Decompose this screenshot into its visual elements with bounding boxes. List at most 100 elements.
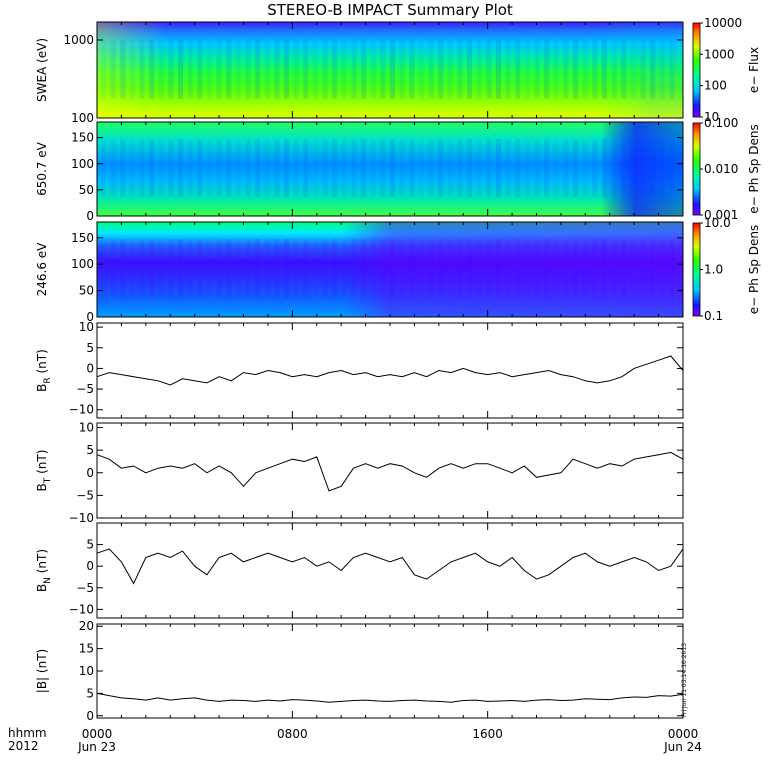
spectrogram-streak (601, 239, 607, 298)
x-tick-label: 1600 (472, 727, 503, 741)
x-tick-date-label: Jun 24 (663, 740, 702, 754)
spectrogram-streak (573, 239, 578, 298)
spectrogram-streak (630, 39, 636, 99)
spectrogram-streak (380, 138, 386, 198)
spectrogram-streak (245, 138, 251, 198)
spectrogram-overlay (97, 222, 683, 317)
spectrogram-streak (120, 138, 126, 198)
spectrogram-streak (129, 138, 135, 198)
spectrogram-streak (101, 138, 106, 198)
spectrogram-streak (496, 239, 501, 298)
spectrogram-streak (158, 39, 164, 99)
panel-5: −10 −5 0 5 10 BT (nT) (35, 421, 684, 525)
spectrogram-streak (178, 239, 184, 298)
y-tick-label: 5 (86, 686, 94, 700)
panel-3: 0.1 1.0 10.0 e− Ph Sp Dens 0 50 100 150 246.6 eV (35, 216, 761, 324)
spectrogram-streak (659, 239, 665, 298)
spectrogram-streak (245, 239, 251, 298)
spectrogram-streak (370, 39, 376, 99)
spectrogram-streak (120, 239, 126, 298)
spectrogram-streak (553, 138, 559, 198)
spectrogram-streak (592, 239, 598, 298)
spectrogram-streak (149, 39, 155, 99)
panel-6: −10 −5 0 5 BN (nT) (35, 522, 684, 619)
y-tick-label: 10 (79, 421, 94, 435)
spectrogram-streak (486, 39, 492, 99)
spectrogram-streak (187, 39, 193, 99)
spectrogram-streak (284, 138, 289, 198)
spectrogram-streak (630, 138, 636, 198)
spectrogram-streak (255, 239, 261, 298)
spectrogram-streak (129, 39, 135, 99)
x-tick-label: 0000 (82, 727, 113, 741)
spectrogram-streak (255, 138, 261, 198)
spectrogram-streak (650, 39, 656, 99)
spectrogram-streak (601, 138, 607, 198)
y-tick-label: 0 (86, 709, 94, 723)
y-tick-label: 100 (71, 111, 94, 125)
spectrogram-overlay (97, 122, 683, 216)
colorbar-tick-label: 10 (704, 110, 719, 124)
spectrogram-streak (553, 239, 559, 298)
spectrogram-streak (274, 239, 280, 298)
spectrogram-streak (669, 39, 675, 99)
panel-7: 0 5 10 15 20 |B| (nT) (35, 619, 684, 723)
spectrogram-streak (101, 39, 106, 99)
y-tick-label: 150 (71, 231, 94, 245)
spectrogram-streak (226, 138, 232, 198)
spectrogram-streak (399, 39, 405, 99)
spectrogram-streak (573, 39, 578, 99)
colorbar-tick-label: 1000 (704, 47, 735, 61)
spectrogram-streak (110, 138, 116, 198)
spectrogram-streak (621, 39, 627, 99)
spectrogram-streak (303, 239, 309, 298)
spectrogram-streak (149, 239, 155, 298)
colorbar (692, 222, 701, 317)
spectrogram-streak (110, 39, 116, 99)
spectrogram-streak (582, 138, 588, 198)
spectrogram-streak (390, 239, 395, 298)
spectrogram-streak (582, 239, 588, 298)
y-tick-label: 1000 (63, 33, 94, 47)
spectrogram-streak (428, 138, 434, 198)
spectrogram-streak (544, 138, 550, 198)
y-tick-label: 5 (86, 341, 94, 355)
spectrogram-streak (669, 138, 675, 198)
spectrogram-streak (341, 39, 347, 99)
y-tick-label: −10 (69, 403, 94, 417)
spectrogram-streak (390, 138, 395, 198)
spectrogram-streak (563, 39, 569, 99)
spectrogram-streak (467, 39, 473, 99)
spectrogram-streak (447, 239, 453, 298)
spectrogram-streak (505, 239, 511, 298)
spectrogram-streak (370, 138, 376, 198)
spectrogram-streak (264, 138, 270, 198)
spectrogram-streak (630, 239, 636, 298)
spectrogram-streak (390, 39, 395, 99)
y-tick-label: 5 (86, 443, 94, 457)
spectrogram-streak (312, 239, 318, 298)
spectrogram-streak (534, 39, 540, 99)
spectrogram-streak (659, 39, 665, 99)
spectrogram-streak (361, 239, 367, 298)
spectrogram-streak (601, 39, 607, 99)
spectrogram-streak (168, 39, 174, 99)
y-tick-label: 50 (79, 183, 94, 197)
spectrogram-streak (178, 138, 184, 198)
spectrogram-streak (476, 39, 482, 99)
spectrogram-streak (322, 39, 328, 99)
spectrogram-streak (650, 239, 656, 298)
spectrogram-streak (351, 39, 357, 99)
spectrogram-streak (332, 138, 338, 198)
spectrogram-streak (524, 138, 530, 198)
y-tick-label: 0 (86, 559, 94, 573)
spectrogram-streak (592, 138, 598, 198)
spectrogram-streak (621, 138, 627, 198)
spectrogram-streak (168, 239, 174, 298)
spectrogram-streak (178, 39, 184, 99)
spectrogram-streak (361, 138, 367, 198)
spectrogram-streak (168, 138, 174, 198)
spectrogram-streak (476, 138, 482, 198)
spectrogram-streak (611, 39, 617, 99)
